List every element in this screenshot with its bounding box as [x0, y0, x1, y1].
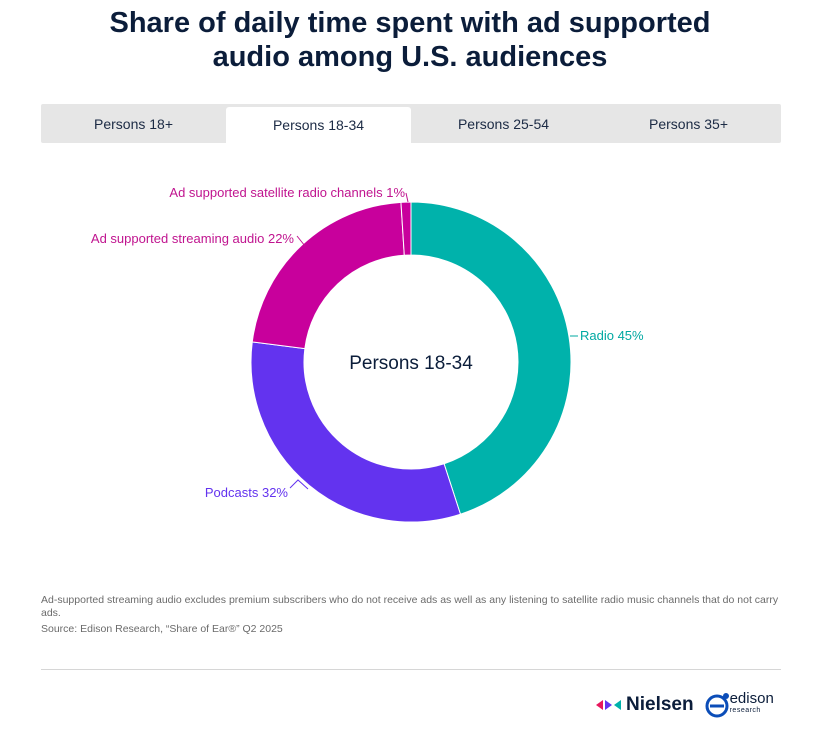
tab-persons-25-54[interactable]: Persons 25-54	[457, 115, 550, 132]
data-label-ad-supported-satellite-radio-channels: Ad supported satellite radio channels 1%	[169, 185, 405, 200]
nielsen-wordmark: Nielsen	[626, 694, 694, 715]
edison-subtext: research	[729, 707, 761, 714]
edison-mark-icon	[705, 693, 729, 718]
slice-ad-supported-streaming-audio[interactable]	[251, 201, 405, 350]
tab-persons-18-34[interactable]: Persons 18-34	[226, 107, 411, 143]
slice-ad-supported-satellite-radio-channels[interactable]	[400, 201, 412, 256]
nielsen-logo: Nielsen	[596, 694, 694, 716]
tab-persons-35-plus[interactable]: Persons 35+	[649, 115, 728, 132]
data-label-radio: Radio 45%	[580, 328, 644, 343]
slice-podcasts[interactable]	[250, 341, 462, 523]
edison-logo: edison research	[704, 690, 774, 720]
edison-wordmark: edison	[729, 690, 774, 707]
nielsen-mark-icon	[596, 700, 621, 710]
data-label-podcasts: Podcasts 32%	[205, 485, 289, 500]
divider	[41, 669, 781, 670]
donut-chart: Persons 18-34 Radio 45% Podcasts 32% Ad sup…	[91, 185, 644, 523]
logos: Nielsen edison research	[596, 690, 774, 720]
chart-title: Share of daily time spent with ad suppor…	[0, 6, 820, 74]
slice-radio[interactable]	[410, 201, 572, 515]
source-note: Source: Edison Research, “Share of Ear®”…	[41, 623, 283, 635]
leader-line-2	[296, 235, 306, 247]
tab-persons-18-plus[interactable]: Persons 18+	[94, 115, 173, 132]
title-line-2: audio among U.S. audiences	[212, 41, 608, 73]
data-label-ad-supported-streaming-audio: Ad supported streaming audio 22%	[91, 231, 295, 246]
center-label: Persons 18-34	[349, 353, 473, 374]
audience-tabs: Persons 18+ Persons 18-34 Persons 25-54 …	[41, 104, 781, 143]
title-line-1: Share of daily time spent with ad suppor…	[109, 7, 711, 39]
footnote: Ad-supported streaming audio excludes pr…	[41, 594, 779, 619]
leader-line-3	[405, 192, 409, 203]
leader-line-1	[289, 479, 309, 490]
